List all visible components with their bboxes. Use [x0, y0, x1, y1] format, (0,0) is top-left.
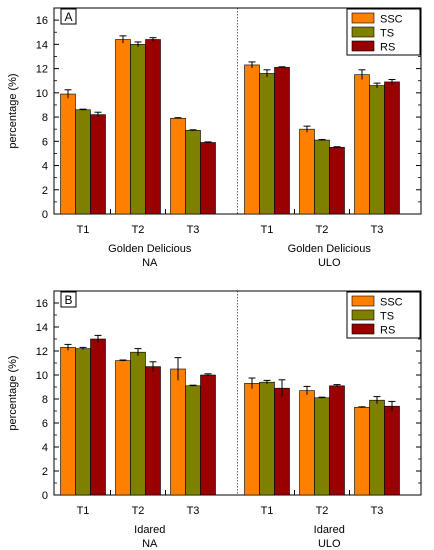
y-tick-label: 12 [36, 346, 48, 358]
group-label: Idared [314, 524, 345, 536]
bar-rs [90, 338, 106, 496]
bar-ssc [115, 360, 131, 496]
bar-ts [259, 73, 275, 215]
legend-swatch-ssc [351, 12, 375, 24]
bar-ts [185, 385, 201, 496]
bar-rs [274, 67, 290, 215]
y-tick-label: 16 [36, 298, 48, 310]
bar-rs [200, 374, 216, 496]
bar-ts [369, 85, 385, 215]
legend-swatch-ts [351, 309, 375, 321]
bar-ts [75, 109, 91, 215]
chart-panel-b: 0 2 4 6 8 10 12 14 16 percentage (%) B T1 T2 T3 T1 T2 T3… [7, 290, 422, 550]
y-axis-label: percentage (%) [7, 355, 19, 430]
legend-label-ts: TS [380, 28, 394, 40]
legend-swatch-rs [351, 40, 375, 52]
bar-ssc [299, 390, 315, 496]
panel-letter: A [64, 10, 72, 24]
bar-rs [145, 39, 161, 215]
x-tick-label: T3 [187, 505, 200, 517]
bar-ts [75, 348, 91, 496]
bar-ts [259, 381, 275, 496]
x-tick-label: T3 [187, 224, 200, 236]
group-label: Golden Delicious [288, 243, 372, 255]
x-tick-label: T1 [261, 224, 274, 236]
bar-ssc [60, 93, 76, 215]
bar-ts [185, 130, 201, 215]
y-tick-label: 14 [36, 39, 48, 51]
bar-ssc [244, 64, 260, 215]
y-tick-label: 14 [36, 322, 48, 334]
bar-ssc [354, 407, 370, 496]
legend: SSC TS RS [346, 291, 421, 339]
y-tick-label: 8 [42, 394, 48, 406]
panel-letter-box: B [60, 291, 77, 308]
bar-rs [329, 385, 345, 496]
bar-ts [130, 44, 146, 215]
y-tick-label: 10 [36, 88, 48, 100]
y-tick-label: 8 [42, 112, 48, 124]
y-axis-label: percentage (%) [7, 73, 19, 148]
bar-ts [369, 399, 385, 496]
y-tick-label: 2 [42, 466, 48, 478]
panel-letter-frame [60, 291, 77, 308]
bar-rs [274, 387, 290, 496]
bar-ts [314, 139, 330, 215]
x-tick-label: T3 [371, 224, 384, 236]
bar-rs [90, 114, 106, 215]
y-tick-label: 12 [36, 64, 48, 76]
bar-ssc [115, 39, 131, 215]
bar-rs [384, 81, 400, 215]
legend-label-rs: RS [380, 325, 395, 337]
x-tick-label: T3 [371, 505, 384, 517]
bar-ts [314, 397, 330, 496]
y-tick-label: 10 [36, 370, 48, 382]
x-tick-label: T2 [132, 224, 145, 236]
legend-label-ssc: SSC [380, 297, 403, 309]
y-tick-label: 6 [42, 136, 48, 148]
group-label: Golden Delicious [108, 243, 192, 255]
y-tick-label: 16 [36, 15, 48, 27]
bar-ssc [299, 128, 315, 215]
legend-swatch-ts [351, 26, 375, 38]
legend-swatch-ssc [351, 295, 375, 307]
bar-ssc [354, 74, 370, 215]
chart-panel-a: 0 2 4 6 8 10 12 14 16 percentage (%) A T1 T2 T3 T1 T2 T3… [7, 7, 422, 269]
x-tick-label: T1 [261, 505, 274, 517]
bar-ssc [170, 368, 186, 496]
panel-letter: B [64, 293, 72, 307]
legend-label-ssc: SSC [380, 14, 403, 26]
y-tick-label: 6 [42, 418, 48, 430]
group-sublabel: ULO [318, 257, 341, 269]
x-tick-label: T2 [132, 505, 145, 517]
bar-ssc [60, 347, 76, 496]
bar-ssc [170, 117, 186, 215]
legend: SSC TS RS [346, 8, 421, 56]
group-sublabel: ULO [318, 538, 341, 550]
group-sublabel: NA [142, 257, 158, 269]
bar-ssc [244, 383, 260, 496]
bar-ts [130, 351, 146, 496]
bar-rs [384, 405, 400, 496]
y-tick-label: 4 [42, 161, 48, 173]
bar-rs [145, 366, 161, 496]
legend-swatch-rs [351, 323, 375, 335]
y-tick-label: 4 [42, 442, 48, 454]
bar-rs [200, 142, 216, 215]
legend-label-ts: TS [380, 311, 394, 323]
x-tick-label: T1 [77, 224, 90, 236]
group-label: Idared [134, 524, 165, 536]
y-tick-label: 0 [42, 209, 48, 221]
y-tick-label: 2 [42, 185, 48, 197]
group-sublabel: NA [142, 538, 158, 550]
x-tick-label: T2 [316, 505, 329, 517]
panel-letter-frame [60, 8, 77, 25]
bar-rs [329, 147, 345, 215]
legend-label-rs: RS [380, 42, 395, 54]
panel-letter-box: A [60, 8, 77, 25]
x-tick-label: T1 [77, 505, 90, 517]
y-tick-label: 0 [42, 490, 48, 502]
x-tick-label: T2 [316, 224, 329, 236]
